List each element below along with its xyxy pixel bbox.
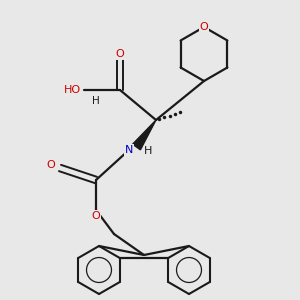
- Text: H: H: [144, 146, 153, 157]
- Polygon shape: [133, 120, 156, 150]
- Text: O: O: [92, 211, 100, 221]
- Text: N: N: [125, 145, 133, 155]
- Text: HO: HO: [63, 85, 81, 95]
- Text: O: O: [46, 160, 56, 170]
- Text: H: H: [92, 95, 100, 106]
- Text: O: O: [116, 49, 124, 59]
- Text: O: O: [200, 22, 208, 32]
